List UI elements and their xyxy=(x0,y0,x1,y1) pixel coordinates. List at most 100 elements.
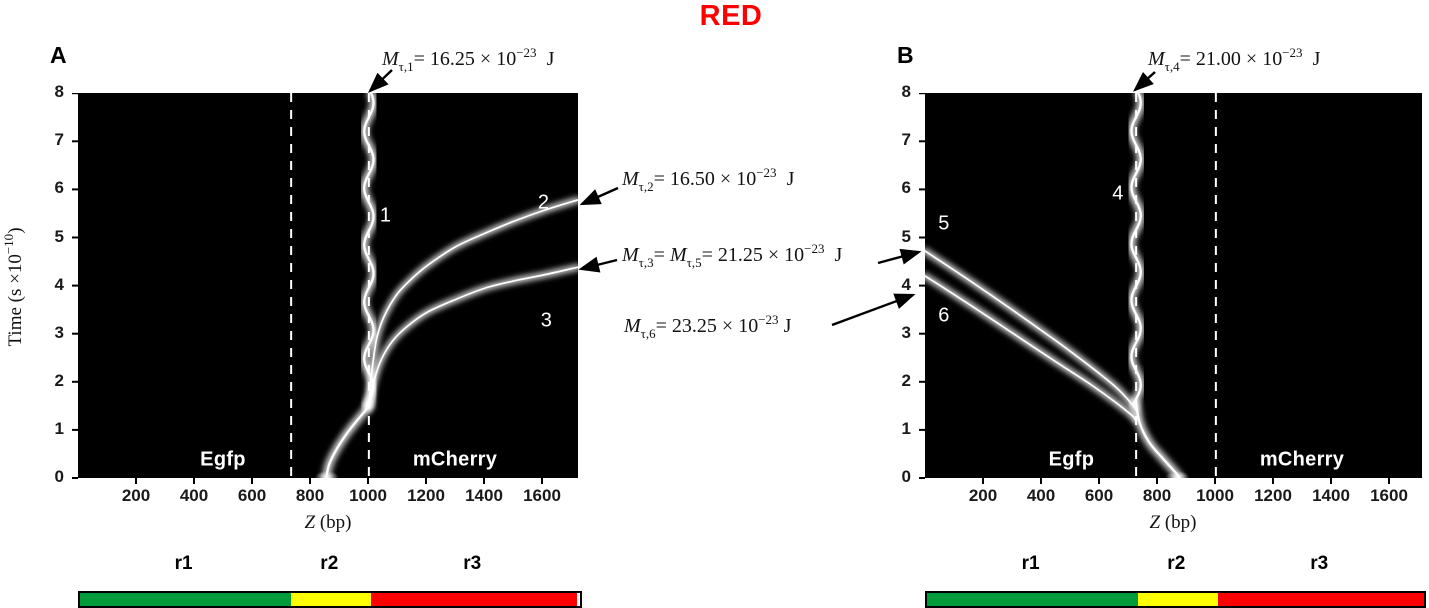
colorbar-label-r2: r2 xyxy=(1167,553,1186,574)
panel-a-plot xyxy=(72,93,578,484)
math-segment: Time (s ×10 xyxy=(5,254,26,347)
colorbar-segment-r2 xyxy=(291,593,372,606)
annotation-m-tau-6: Mτ,6= 23.25 × 10−23 J xyxy=(624,312,791,342)
math-segment: M xyxy=(622,244,639,266)
panel-a-region-colorbar xyxy=(78,591,582,608)
math-segment: = 23.25 × 10 xyxy=(655,315,759,337)
region-label-egfp: Egfp xyxy=(1048,448,1095,471)
math-segment: −10 xyxy=(1,233,16,255)
curve-4 xyxy=(1130,93,1142,405)
math-segment: −23 xyxy=(756,165,777,180)
plot-background xyxy=(925,93,1422,478)
panel-b-letter: B xyxy=(897,42,914,68)
y-tick-label: 0 xyxy=(901,467,911,486)
annotation-arrow xyxy=(831,293,916,327)
colorbar-label-r1: r1 xyxy=(174,553,193,574)
colorbar-label-r2: r2 xyxy=(320,553,339,574)
y-tick-label: 0 xyxy=(54,467,64,486)
y-tick-label: 1 xyxy=(901,418,911,438)
colorbar-label-r3: r3 xyxy=(1310,553,1329,574)
math-segment: −23 xyxy=(804,241,825,256)
curve-label-6: 6 xyxy=(938,304,950,327)
math-segment: = 16.50 × 10 xyxy=(653,168,757,190)
panel-a-x-axis-title: Z (bp) xyxy=(305,512,352,534)
y-tick-label: 6 xyxy=(54,178,64,198)
x-tick-label: 800 xyxy=(295,486,325,505)
math-segment: Z xyxy=(304,512,316,533)
annotation-m-tau-2: Mτ,2= 16.50 × 10−23 J xyxy=(622,165,794,195)
x-tick-label: 600 xyxy=(237,486,267,505)
math-segment: M xyxy=(624,315,641,337)
math-segment: τ,5 xyxy=(686,255,702,270)
y-tick-label: 7 xyxy=(901,130,911,150)
curve-3 xyxy=(368,266,578,410)
math-segment: J xyxy=(778,315,792,337)
math-segment: −23 xyxy=(516,45,537,60)
annotation-arrow xyxy=(578,256,618,273)
x-tick-label: 1000 xyxy=(349,486,387,505)
y-tick-label: 8 xyxy=(54,82,64,102)
math-segment: Z xyxy=(1149,512,1161,533)
curve-label-4: 4 xyxy=(1112,182,1124,205)
x-tick-label: 1000 xyxy=(1196,486,1234,505)
curve-label-1: 1 xyxy=(379,204,391,227)
math-segment: M xyxy=(669,244,687,266)
x-tick-label: 200 xyxy=(968,486,998,505)
region-label-mcherry: mCherry xyxy=(1259,448,1345,471)
colorbar-segment-r3 xyxy=(371,593,578,606)
figure-title: RED xyxy=(699,0,763,32)
math-segment: τ,3 xyxy=(638,255,654,270)
math-segment: = 21.00 × 10 xyxy=(1179,48,1283,70)
curve-6 xyxy=(925,275,1137,422)
x-tick-label: 1200 xyxy=(1254,486,1292,505)
curve-label-3: 3 xyxy=(540,309,552,332)
math-segment: ) xyxy=(5,227,26,234)
math-segment: τ,2 xyxy=(638,179,654,194)
x-tick-label: 1400 xyxy=(465,486,503,505)
math-segment: −23 xyxy=(758,312,779,327)
y-tick-label: 4 xyxy=(901,274,911,294)
y-axis-title: Time (s ×10−10) xyxy=(1,227,27,346)
panel-a-letter: A xyxy=(50,42,67,68)
y-tick-label: 4 xyxy=(54,274,64,294)
math-segment: −23 xyxy=(1282,45,1303,60)
curve-label-2: 2 xyxy=(537,191,549,214)
math-segment: (bp) xyxy=(1160,512,1197,533)
colorbar-segment-r1 xyxy=(80,593,292,606)
x-tick-label: 400 xyxy=(1026,486,1056,505)
x-tick-label: 400 xyxy=(179,486,209,505)
panel-b-x-axis-title: Z (bp) xyxy=(1150,512,1197,534)
region-label-mcherry: mCherry xyxy=(412,448,498,471)
y-tick-label: 5 xyxy=(54,226,64,246)
y-tick-label: 7 xyxy=(54,130,64,150)
math-segment: τ,6 xyxy=(640,326,656,341)
colorbar-label-r3: r3 xyxy=(463,553,482,574)
annotation-m-tau-4: Mτ,4= 21.00 × 10−23 J xyxy=(1148,45,1320,75)
y-tick-label: 5 xyxy=(901,226,911,246)
y-tick-label: 1 xyxy=(54,418,64,438)
math-segment: τ,4 xyxy=(1164,59,1180,74)
colorbar-segment-r3 xyxy=(1218,593,1425,606)
y-tick-label: 6 xyxy=(901,178,911,198)
panel-b-region-colorbar xyxy=(925,591,1426,608)
y-tick-label: 2 xyxy=(901,370,911,390)
y-tick-label: 8 xyxy=(901,82,911,102)
y-tick-label: 2 xyxy=(54,370,64,390)
x-tick-label: 1200 xyxy=(407,486,445,505)
colorbar-segment-r2 xyxy=(1138,593,1219,606)
annotation-m-tau-3-5: Mτ,3= Mτ,5= 21.25 × 10−23 J xyxy=(622,241,842,271)
x-tick-label: 200 xyxy=(121,486,151,505)
math-segment: τ,1 xyxy=(398,59,414,74)
math-segment: (bp) xyxy=(315,512,352,533)
math-segment: = 16.25 × 10 xyxy=(413,48,517,70)
math-segment: = xyxy=(653,244,670,266)
x-tick-label: 600 xyxy=(1084,486,1114,505)
math-segment: J xyxy=(776,168,795,190)
math-segment: M xyxy=(622,168,639,190)
curve-2 xyxy=(368,199,578,407)
y-tick-label: 3 xyxy=(54,322,64,342)
math-segment: M xyxy=(1148,48,1165,70)
y-tick-label: 3 xyxy=(901,322,911,342)
region-label-egfp: Egfp xyxy=(200,448,246,471)
